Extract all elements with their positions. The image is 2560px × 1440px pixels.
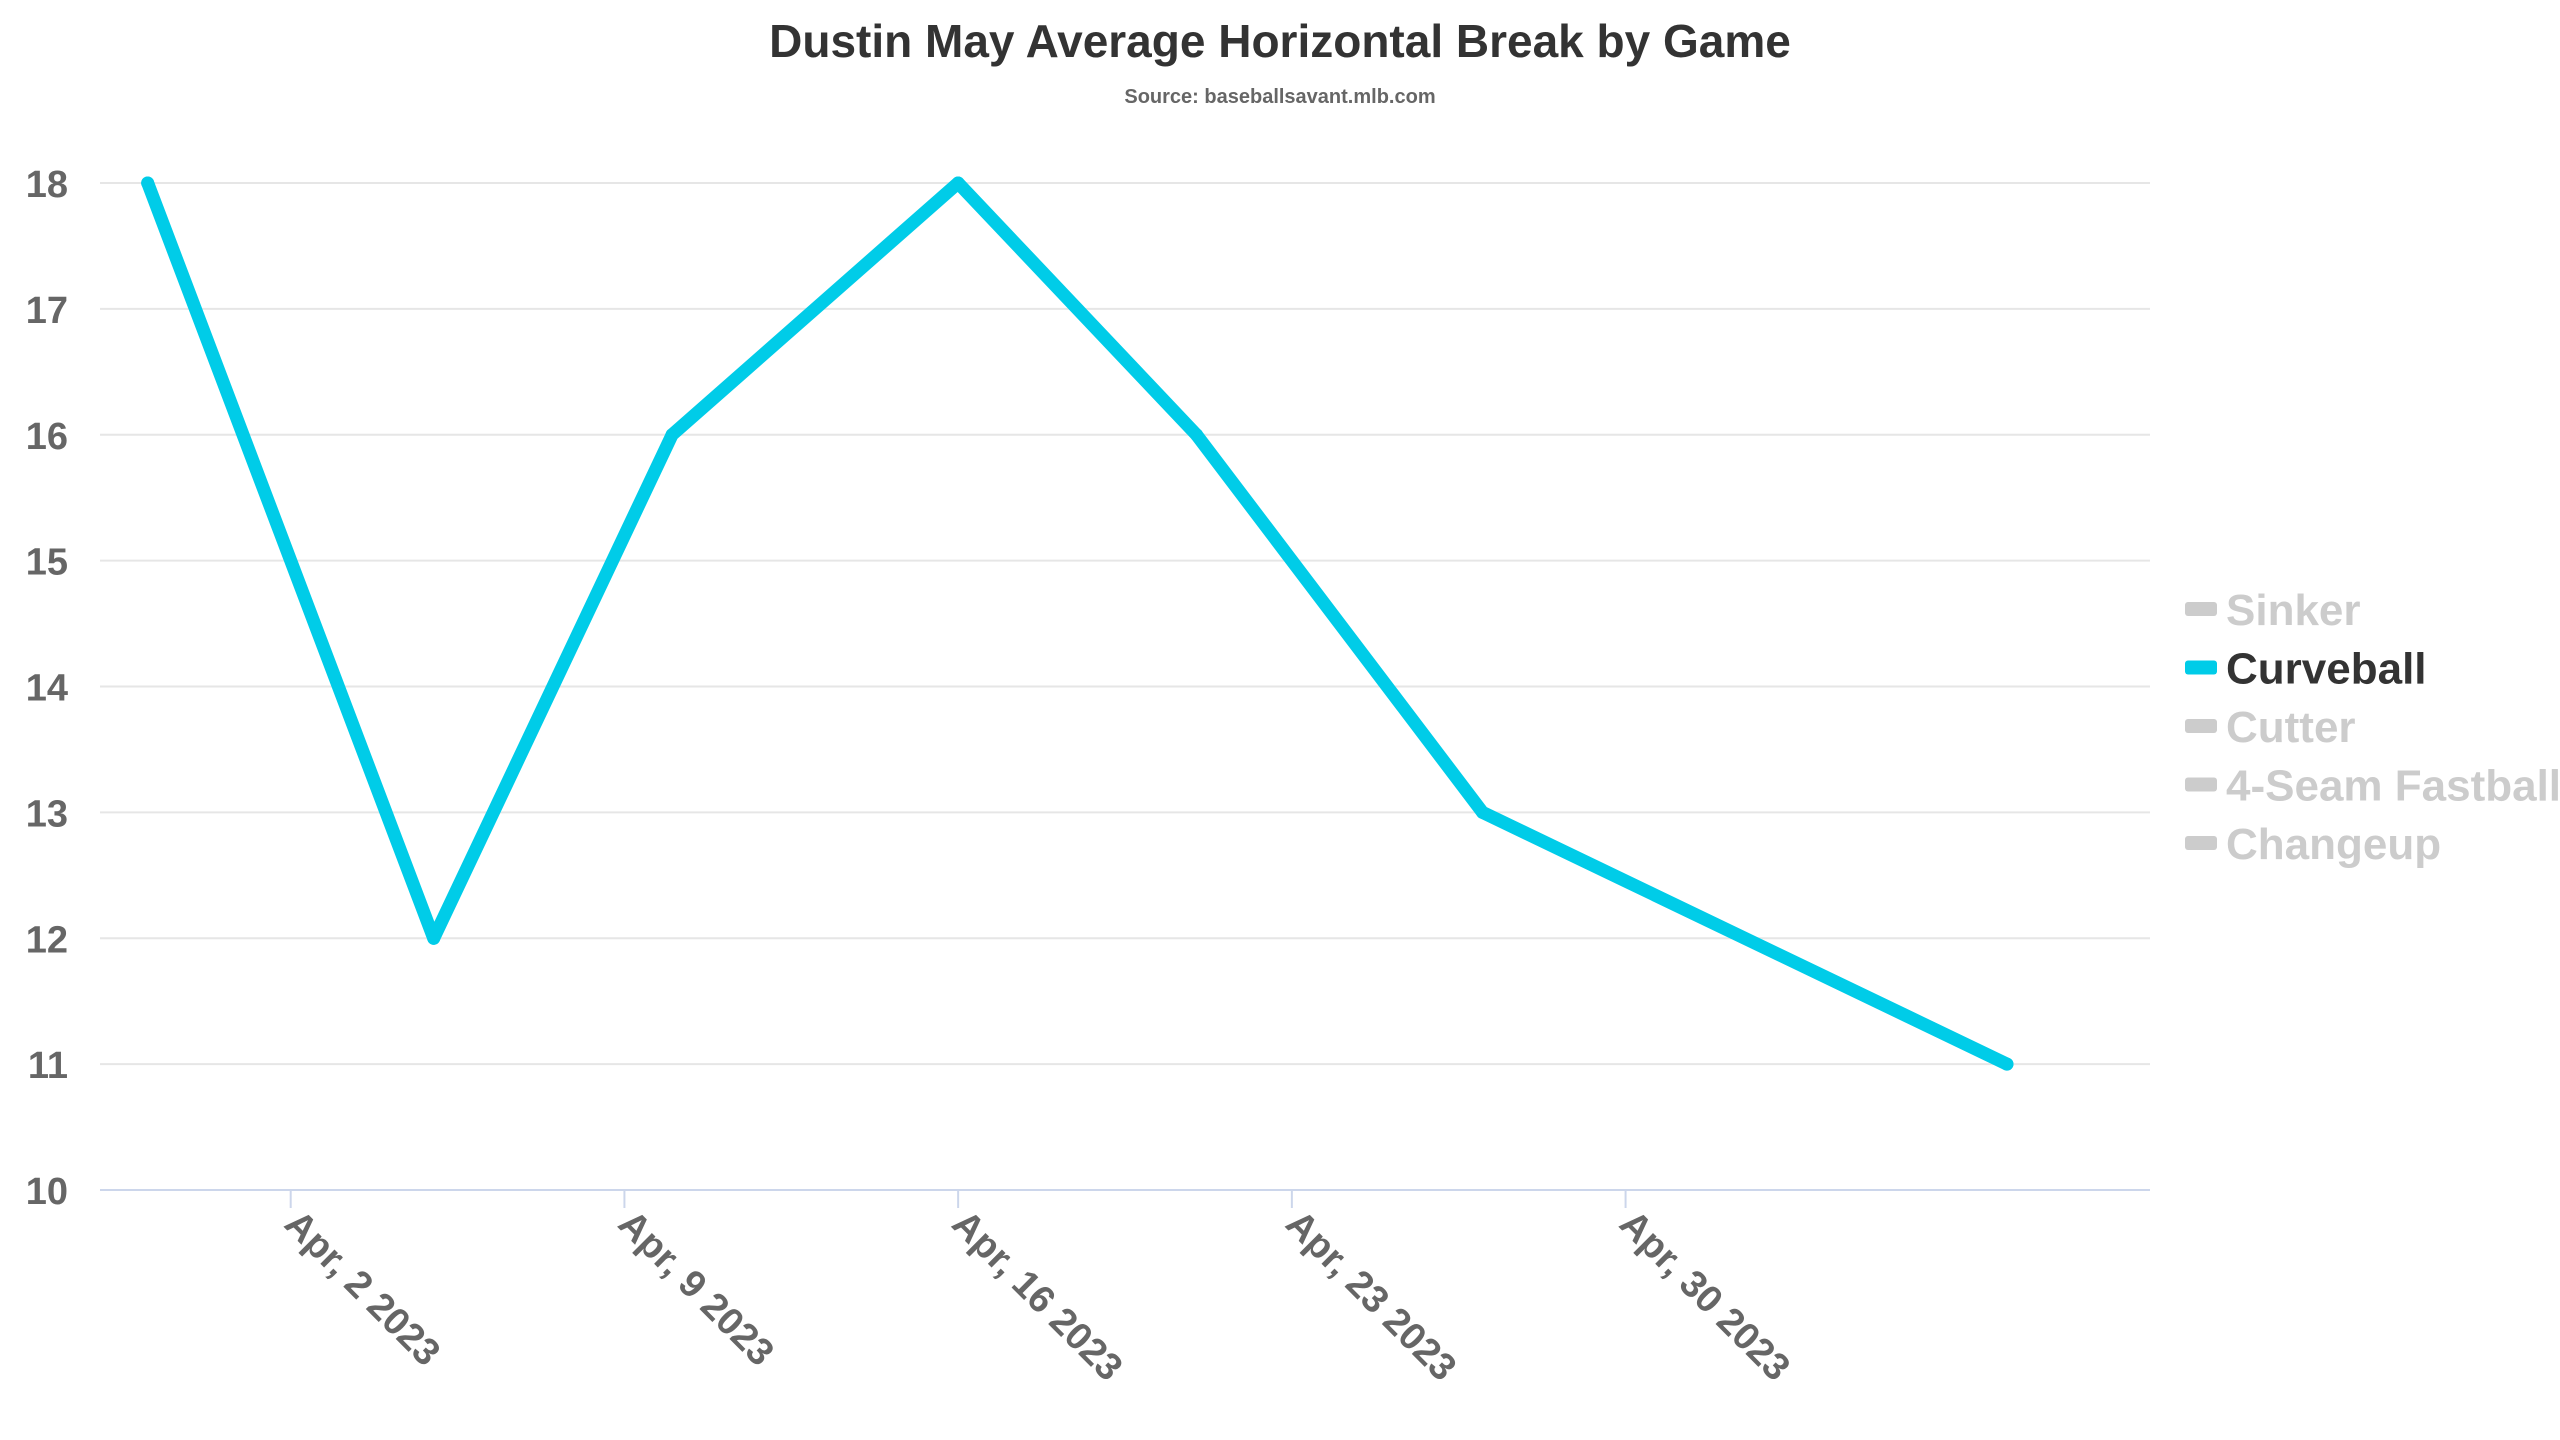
- x-tick-label: Apr, 30 2023: [1611, 1203, 1798, 1390]
- y-tick-label: 13: [26, 793, 68, 835]
- legend-item-cutter[interactable]: Cutter: [2185, 703, 2356, 752]
- y-tick-label: 10: [26, 1171, 68, 1213]
- legend-item-changeup[interactable]: Changeup: [2185, 820, 2441, 869]
- legend-swatch: [2185, 602, 2217, 616]
- legend-swatch: [2185, 777, 2217, 792]
- legend-label: Changeup: [2226, 820, 2441, 869]
- legend-swatch: [2185, 660, 2217, 675]
- legend-item-4-seam-fastball[interactable]: 4-Seam Fastball: [2185, 762, 2560, 811]
- legend[interactable]: Sinker Curveball Cutter 4-Seam Fastball Chan…: [2185, 586, 2560, 869]
- data-point: [427, 931, 441, 945]
- chart-title: Dustin May Average Horizontal Break by G…: [769, 15, 1791, 67]
- y-tick-label: 12: [26, 919, 68, 961]
- series-layer: [141, 176, 2014, 1071]
- legend-label: Curveball: [2226, 645, 2427, 694]
- data-point: [1190, 428, 1204, 442]
- y-tick-label: 11: [28, 1045, 68, 1087]
- series-line-curveball: [141, 176, 2014, 1071]
- y-tick-label: 18: [26, 164, 68, 206]
- legend-swatch: [2185, 836, 2217, 850]
- legend-label: Cutter: [2226, 703, 2356, 752]
- y-tick-label: 15: [26, 542, 68, 584]
- x-axis: [100, 1189, 2150, 1208]
- data-point: [141, 176, 155, 190]
- legend-swatch: [2185, 719, 2217, 733]
- y-tick-label: 14: [26, 668, 68, 710]
- legend-label: 4-Seam Fastball: [2226, 762, 2560, 811]
- y-tick-label: 16: [26, 416, 68, 458]
- data-point: [1476, 805, 1490, 819]
- legend-item-curveball[interactable]: Curveball: [2185, 645, 2427, 694]
- x-tick-label: Apr, 9 2023: [610, 1203, 782, 1375]
- x-tick-label: Apr, 23 2023: [1277, 1203, 1464, 1390]
- legend-item-sinker[interactable]: Sinker: [2185, 586, 2361, 635]
- y-tick-label: 17: [26, 290, 68, 332]
- data-point: [951, 176, 965, 190]
- y-axis-ticks: 10 11 12 13 14 15 16 17 18: [26, 164, 68, 1213]
- grid-lines: [100, 182, 2150, 1066]
- chart-subtitle: Source: baseballsavant.mlb.com: [1124, 86, 1436, 108]
- x-tick-label: Apr, 16 2023: [944, 1203, 1131, 1390]
- legend-label: Sinker: [2226, 586, 2361, 635]
- x-tick-label: Apr, 2 2023: [276, 1203, 448, 1375]
- x-axis-ticks: Apr, 2 2023 Apr, 9 2023 Apr, 16 2023 Apr, 2…: [276, 1203, 1797, 1390]
- data-point: [665, 428, 679, 442]
- data-point: [2000, 1057, 2014, 1071]
